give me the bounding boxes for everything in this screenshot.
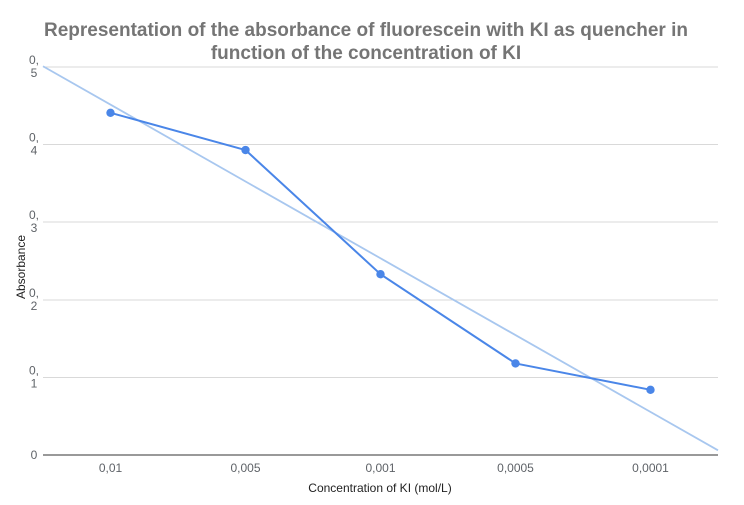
data-point <box>241 145 250 155</box>
chart-title-line-2: function of the concentration of KI <box>211 43 521 64</box>
y-tick-label: 0, 1 <box>29 363 39 390</box>
x-tick-label: 0,0001 <box>632 461 669 475</box>
gridlines <box>43 66 718 456</box>
x-tick-labels: 0,01 0,005 0,001 0,0005 0,0001 <box>99 461 669 475</box>
data-point <box>646 385 655 395</box>
x-axis-label: Concentration of KI (mol/L) <box>308 481 451 495</box>
series-group <box>106 108 655 395</box>
chart-title-line-1: Representation of the absorbance of fluo… <box>44 20 688 41</box>
data-point <box>106 108 115 117</box>
trendline-group <box>42 65 719 452</box>
series-line <box>110 111 651 391</box>
y-tick-label: 0, 3 <box>29 208 39 235</box>
data-point <box>376 269 385 279</box>
x-tick-label: 0,005 <box>230 461 260 475</box>
y-tick-label: 0, 2 <box>29 286 39 313</box>
x-tick-label: 0,0005 <box>497 461 534 475</box>
y-axis-label: Absorbance <box>14 235 28 299</box>
data-point <box>511 359 520 368</box>
y-tick-label: 0, 4 <box>29 131 39 158</box>
y-tick-label: 0 <box>31 448 38 462</box>
x-tick-label: 0,001 <box>365 461 395 475</box>
y-tick-label: 0, 5 <box>29 53 39 80</box>
y-tick-labels: 0 0, 1 0, 2 0, 3 0, 4 0, 5 <box>29 53 39 462</box>
trendline <box>42 65 719 452</box>
x-tick-label: 0,01 <box>99 461 123 475</box>
